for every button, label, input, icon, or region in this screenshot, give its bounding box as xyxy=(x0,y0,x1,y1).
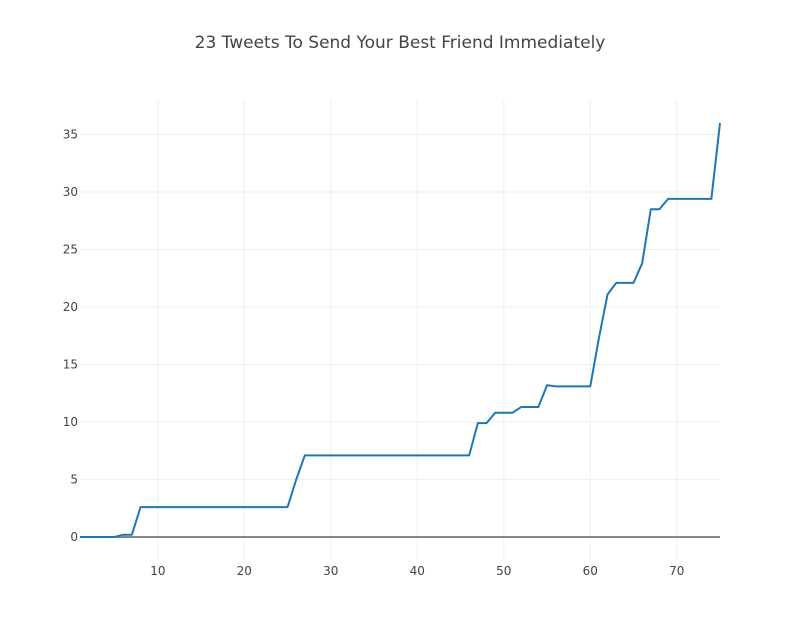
x-tick-label: 20 xyxy=(237,564,252,578)
y-tick-label: 25 xyxy=(63,243,78,257)
x-tick-label: 10 xyxy=(150,564,165,578)
x-tick-label: 40 xyxy=(410,564,425,578)
y-tick-label: 0 xyxy=(70,530,78,544)
y-tick-label: 35 xyxy=(63,128,78,142)
grid-layer xyxy=(80,100,720,560)
chart-title: 23 Tweets To Send Your Best Friend Immed… xyxy=(194,33,606,53)
series-line xyxy=(80,122,721,538)
x-tick-label: 50 xyxy=(496,564,511,578)
y-tick-label: 10 xyxy=(63,415,78,429)
x-tick-label: 60 xyxy=(583,564,598,578)
y-tick-label: 20 xyxy=(63,300,78,314)
series-layer xyxy=(80,122,721,538)
y-tick-label: 30 xyxy=(63,185,78,199)
x-tick-label: 70 xyxy=(669,564,684,578)
y-tick-label: 15 xyxy=(63,358,78,372)
axis-layer: 10 20 30 40 50 60 70 0 5 10 15 20 25 30 35 xyxy=(63,128,720,578)
y-tick-label: 5 xyxy=(70,473,78,487)
x-tick-label: 30 xyxy=(323,564,338,578)
